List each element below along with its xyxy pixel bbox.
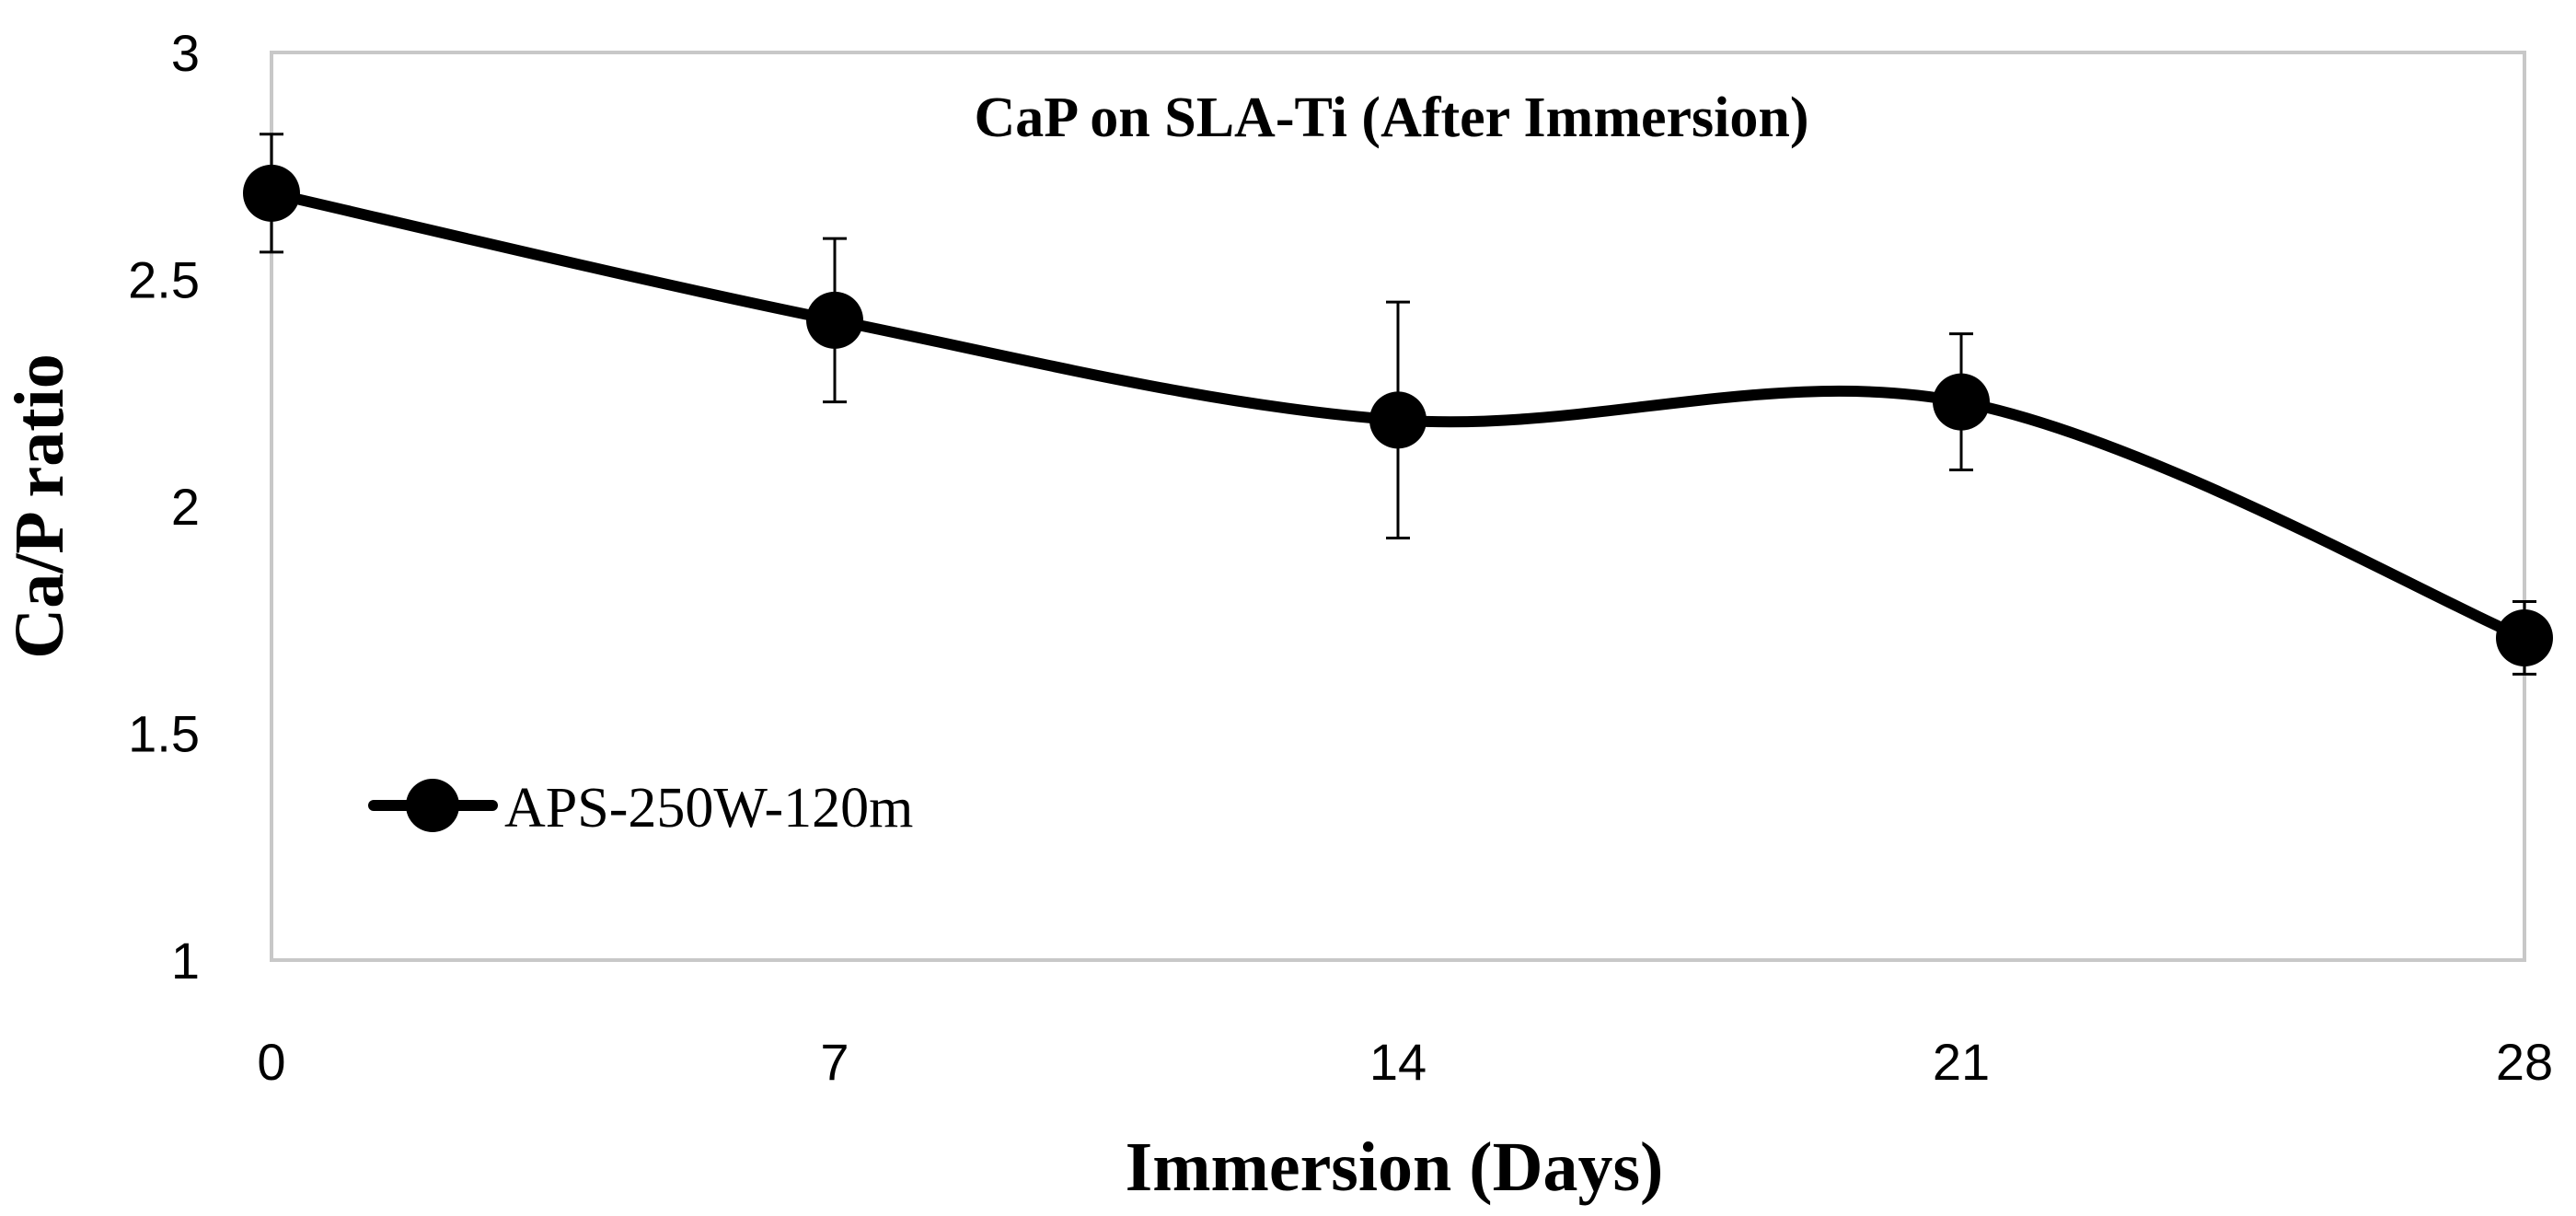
y-tick-label: 2 <box>171 478 200 536</box>
chart-title: CaP on SLA-Ti (After Immersion) <box>975 87 1809 149</box>
legend-marker <box>406 779 459 832</box>
data-point-marker <box>806 291 863 349</box>
series-markers <box>243 164 2553 666</box>
legend-label: APS-250W-120m <box>504 777 913 840</box>
y-tick-label: 1 <box>171 932 200 990</box>
y-axis-ticks: 1 1.5 2 2.5 3 <box>128 24 200 990</box>
x-tick-label: 0 <box>257 1033 285 1091</box>
x-axis-title: Immersion (Days) <box>1126 1129 1664 1206</box>
legend: APS-250W-120m <box>368 777 913 840</box>
y-axis-title: Ca/P ratio <box>1 353 78 658</box>
data-point-marker <box>1369 391 1427 449</box>
data-point-marker <box>1933 373 1990 431</box>
x-axis-ticks: 0 7 14 21 28 <box>257 1033 2553 1091</box>
x-tick-label: 7 <box>820 1033 849 1091</box>
x-tick-label: 14 <box>1369 1033 1427 1091</box>
x-tick-label: 28 <box>2496 1033 2553 1091</box>
x-tick-label: 21 <box>1933 1033 1990 1091</box>
y-tick-label: 1.5 <box>128 705 200 763</box>
y-tick-label: 3 <box>171 24 200 82</box>
data-point-marker <box>2496 608 2553 666</box>
plot-area <box>270 51 2526 962</box>
data-point-marker <box>243 164 300 222</box>
y-tick-label: 2.5 <box>128 251 200 309</box>
